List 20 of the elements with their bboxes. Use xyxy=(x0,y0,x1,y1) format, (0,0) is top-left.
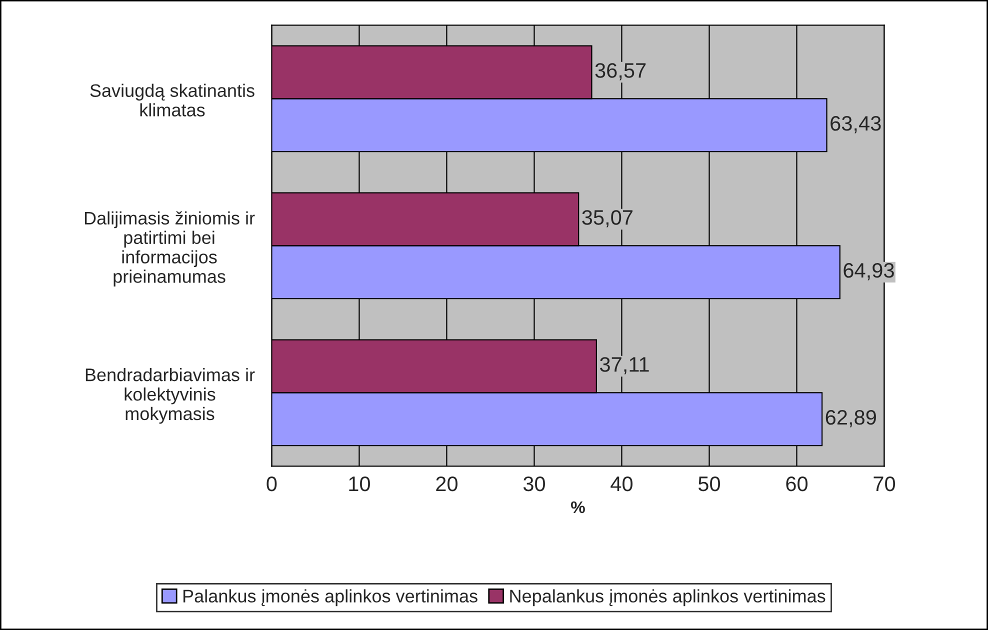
x-tick-label: 30 xyxy=(523,476,545,492)
data-label: 63,43 xyxy=(830,116,881,134)
data-label: 37,11 xyxy=(600,357,649,374)
x-tick-label: 20 xyxy=(436,476,458,492)
data-label: 35,07 xyxy=(582,210,632,228)
y-tick-label: Dalijimasis žiniomis ir patirtimi bei informacijos prieinamumas xyxy=(84,211,255,286)
legend-label: Nepalankus įmonės aplinkos vertinimas xyxy=(510,589,826,606)
data-label: 62,89 xyxy=(826,410,876,428)
x-tick-label: 60 xyxy=(786,476,808,492)
data-label: 36,57 xyxy=(595,63,646,80)
x-tick-label: 0 xyxy=(266,476,277,492)
y-tick-label: Saviugdą skatinantis klimatas xyxy=(90,84,254,116)
x-axis-title: % xyxy=(570,501,585,514)
legend-label: Palankus įmonės aplinkos vertinimas xyxy=(183,589,478,606)
x-tick-label: 50 xyxy=(698,476,720,492)
data-label: 64,93 xyxy=(844,263,894,280)
x-tick-label: 40 xyxy=(610,476,633,492)
y-tick-label: Bendradarbiavimas ir kolektyvinis mokymasis xyxy=(86,368,255,424)
x-tick-label: 70 xyxy=(874,476,896,492)
x-tick-label: 10 xyxy=(349,476,370,492)
